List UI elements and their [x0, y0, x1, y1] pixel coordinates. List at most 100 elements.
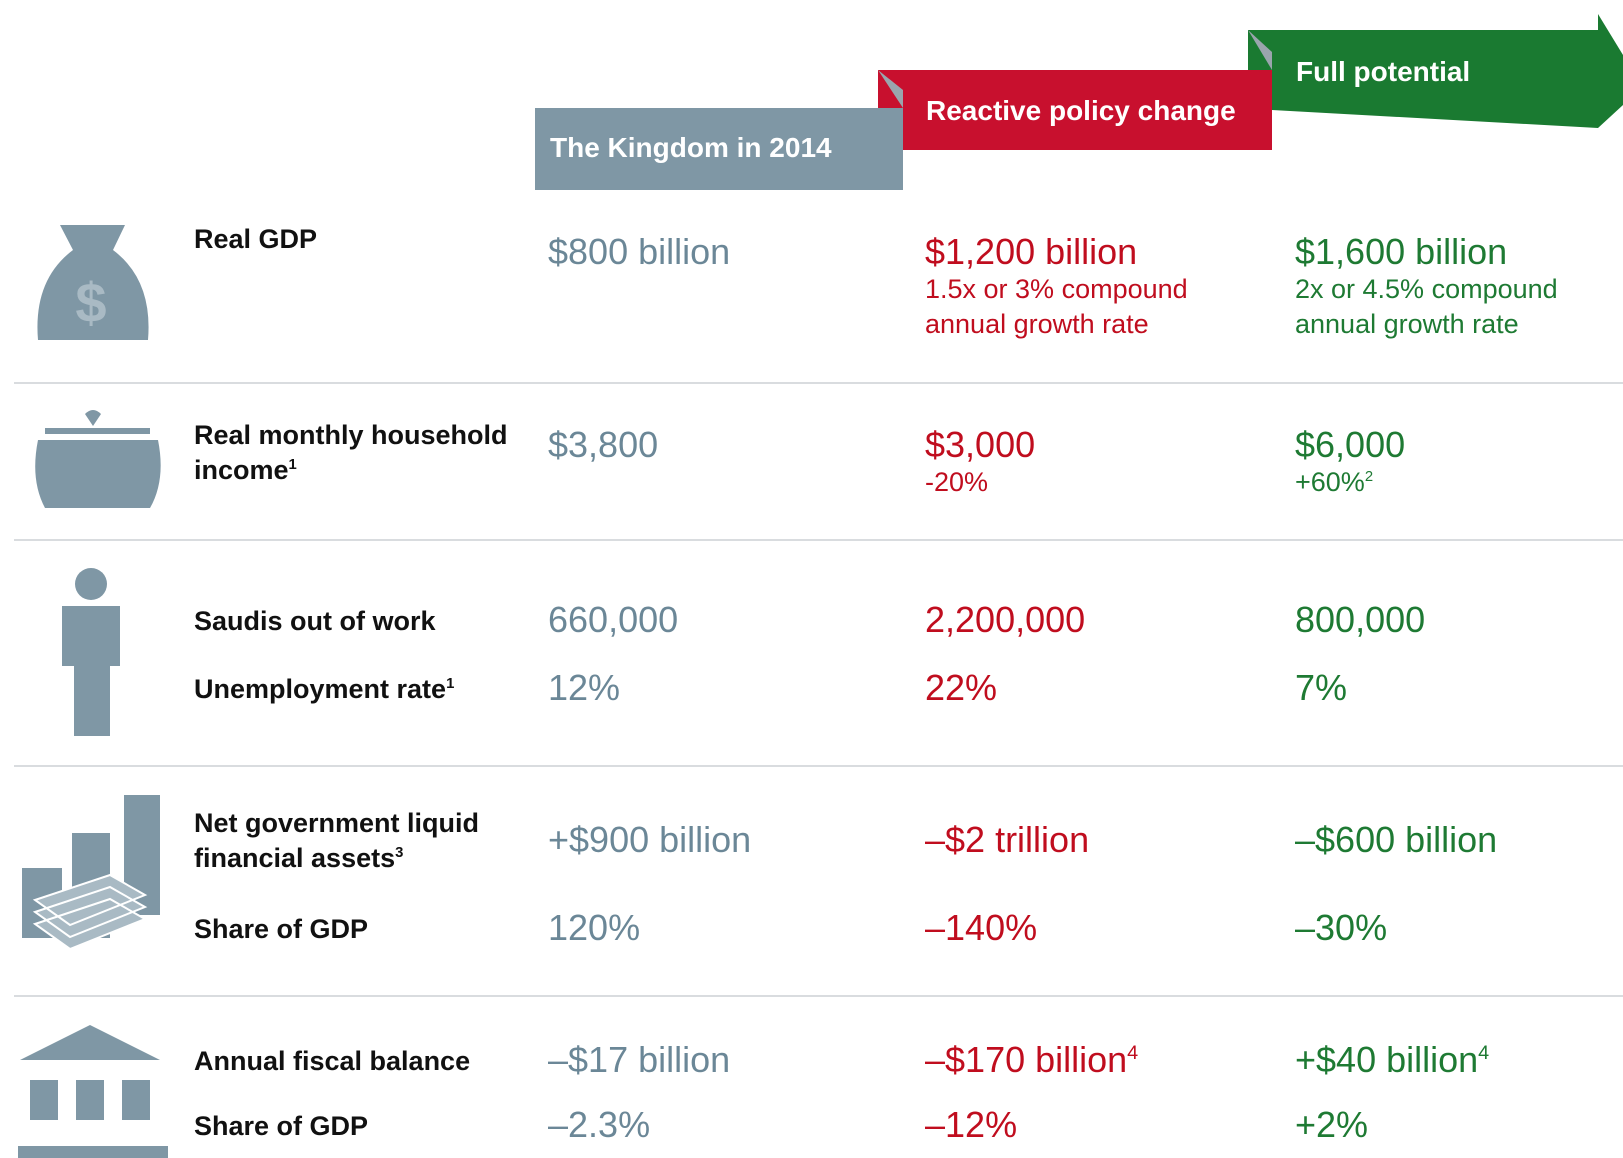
icon-person-body	[62, 606, 120, 736]
cell: $3,800	[548, 425, 658, 465]
value-text: $1,200 billion	[925, 231, 1138, 272]
cell-value: –$600 billion	[1295, 820, 1497, 860]
cell-value: –30%	[1295, 908, 1387, 948]
icon-dollar: $	[75, 271, 106, 334]
cell: $1,200 billion 1.5x or 3% compound annual…	[925, 232, 1235, 342]
value-text: –140%	[925, 907, 1038, 948]
value-text: 22%	[925, 667, 998, 708]
cell: 2,200,000	[925, 600, 1085, 640]
row-label: Annual fiscal balance	[194, 1044, 524, 1079]
cell-value: –2.3%	[548, 1105, 650, 1145]
value-text: +$900 billion	[548, 819, 752, 860]
value-text: +2%	[1295, 1104, 1369, 1145]
footnote-mark: 4	[1127, 1042, 1139, 1064]
value-text: 7%	[1295, 667, 1348, 708]
cell-value: $800 billion	[548, 232, 730, 272]
header-box-red	[878, 70, 1272, 150]
header-arrow-green	[1248, 14, 1623, 128]
label-text: Saudis out of work	[194, 606, 436, 636]
cell-value: $1,200 billion	[925, 232, 1235, 272]
header-kingdom: The Kingdom in 2014	[550, 132, 832, 163]
cell-value: 7%	[1295, 668, 1347, 708]
cell-value: 800,000	[1295, 600, 1425, 640]
value-text: –$170 billion	[925, 1039, 1128, 1080]
cell-value: –140%	[925, 908, 1037, 948]
header-full: Full potential	[1296, 56, 1471, 87]
value-text: 660,000	[548, 599, 679, 640]
cell: $6,000 +60%2	[1295, 425, 1605, 500]
cell: 7%	[1295, 668, 1347, 708]
value-text: –$600 billion	[1295, 819, 1498, 860]
cell: –12%	[925, 1105, 1017, 1145]
icons: $	[18, 225, 168, 1158]
value-text: 2,200,000	[925, 599, 1086, 640]
label-text: Share of GDP	[194, 1111, 369, 1141]
cell-sub: +60%2	[1295, 465, 1605, 500]
cell: 800,000	[1295, 600, 1425, 640]
cell-value: +$900 billion	[548, 820, 751, 860]
sub-text: 2x or 4.5% compound annual growth rate	[1295, 274, 1558, 339]
cell-value: +$40 billion4	[1295, 1040, 1489, 1080]
label-text: Share of GDP	[194, 914, 369, 944]
sub-text: +60%	[1295, 467, 1365, 497]
cell: –$2 trillion	[925, 820, 1089, 860]
sub-text: 1.5x or 3% compound annual growth rate	[925, 274, 1188, 339]
cell: –$17 billion	[548, 1040, 730, 1080]
cell: –2.3%	[548, 1105, 650, 1145]
cell-value: –12%	[925, 1105, 1017, 1145]
cell-value: +2%	[1295, 1105, 1368, 1145]
label-text: Net government liquid financial assets	[194, 808, 480, 873]
cell: 120%	[548, 908, 640, 948]
cell-sub: -20%	[925, 465, 1235, 500]
icon-bank-base	[18, 1146, 168, 1158]
value-text: –2.3%	[548, 1104, 651, 1145]
header-reactive: Reactive policy change	[926, 95, 1236, 126]
divider	[14, 995, 1623, 997]
value-text: 12%	[548, 667, 621, 708]
row-label: Saudis out of work	[194, 604, 524, 639]
cell: –30%	[1295, 908, 1387, 948]
value-text: –$2 trillion	[925, 819, 1090, 860]
icon-bank-roof	[20, 1025, 160, 1060]
footnote-mark: 4	[1478, 1042, 1490, 1064]
icon-bank-pillar	[30, 1080, 58, 1120]
label-text: Unemployment rate	[194, 674, 447, 704]
value-text: $1,600 billion	[1295, 231, 1508, 272]
row-label: Real GDP	[194, 222, 524, 257]
footnote-mark: 3	[395, 845, 404, 861]
row-label: Unemployment rate1	[194, 672, 524, 707]
label-text: Annual fiscal balance	[194, 1046, 471, 1076]
fold	[878, 70, 903, 108]
cell-value: 22%	[925, 668, 997, 708]
cell-value: –$170 billion4	[925, 1040, 1138, 1080]
cell: $800 billion	[548, 232, 730, 272]
footnote-mark: 1	[288, 457, 297, 473]
divider	[14, 539, 1623, 541]
cell-value: $3,000	[925, 425, 1235, 465]
value-text: –12%	[925, 1104, 1018, 1145]
cell: 22%	[925, 668, 997, 708]
cell: +$900 billion	[548, 820, 751, 860]
row-label: Net government liquid financial assets3	[194, 806, 524, 876]
cell-value: –$2 trillion	[925, 820, 1089, 860]
icon-purse	[35, 410, 161, 508]
footnote-mark: 1	[446, 676, 455, 692]
cell: 660,000	[548, 600, 678, 640]
label-text: Real monthly household income	[194, 420, 508, 485]
cell-value: $6,000	[1295, 425, 1605, 465]
icon-bank-pillar	[76, 1080, 104, 1120]
divider	[14, 382, 1623, 384]
fold	[1248, 30, 1272, 70]
value-text: $6,000	[1295, 424, 1406, 465]
value-text: +$40 billion	[1295, 1039, 1479, 1080]
cell: 12%	[548, 668, 620, 708]
cell-value: 120%	[548, 908, 640, 948]
cell-sub: 2x or 4.5% compound annual growth rate	[1295, 272, 1605, 342]
cell: –140%	[925, 908, 1037, 948]
value-text: $3,800	[548, 424, 659, 465]
divider	[14, 765, 1623, 767]
cell-value: $3,800	[548, 425, 658, 465]
cell: $3,000 -20%	[925, 425, 1235, 500]
cell-value: 2,200,000	[925, 600, 1085, 640]
